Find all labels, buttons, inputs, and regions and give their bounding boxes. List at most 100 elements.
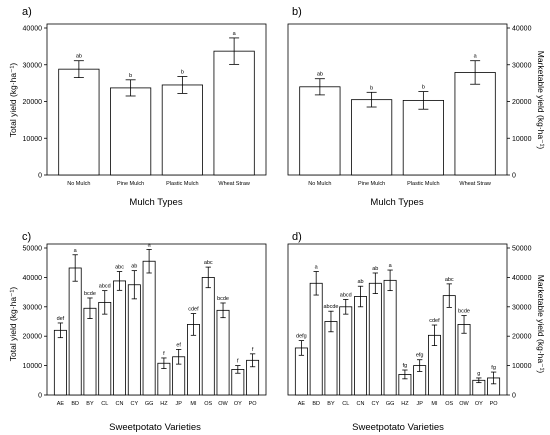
x-tick-label: PO: [490, 401, 499, 407]
significance-letter: ab: [317, 72, 323, 78]
y-tick-label: 0: [512, 393, 516, 400]
significance-letter: abcd: [99, 284, 111, 290]
significance-letter: b: [181, 70, 184, 76]
significance-letter: fg: [403, 363, 408, 369]
x-tick-label: BY: [327, 401, 335, 407]
y-tick-label: 40000: [512, 26, 532, 33]
x-tick-label: OS: [204, 401, 212, 407]
bar: [142, 260, 156, 396]
x-tick-label: Pine Mulch: [358, 181, 385, 187]
significance-letter: fg: [491, 365, 496, 371]
significance-letter: ab: [131, 264, 137, 270]
significance-letter: bcde: [84, 291, 96, 297]
significance-letter: b: [129, 73, 132, 79]
bar: [161, 84, 203, 176]
bar: [402, 99, 444, 176]
significance-letter: a: [233, 31, 237, 37]
panel-b-ylabel: Marketable yield (kg·ha⁻¹): [536, 51, 546, 150]
x-tick-label: MI: [190, 401, 197, 407]
significance-letter: cdef: [429, 318, 440, 324]
panel-a: a) Total yield (kg·ha⁻¹) Mulch Types 0 10…: [8, 6, 267, 208]
bar: [368, 282, 382, 396]
significance-letter: f: [252, 347, 254, 353]
x-tick-label: JP: [175, 401, 182, 407]
x-tick-label: PO: [249, 401, 258, 407]
significance-letter: cdef: [188, 307, 199, 313]
significance-letter: b: [370, 85, 373, 91]
bar: [457, 324, 471, 396]
y-tick-label: 30000: [23, 62, 43, 69]
y-tick-label: 20000: [512, 99, 532, 106]
panel-b-letter: b): [292, 6, 302, 18]
x-tick-label: MI: [431, 401, 438, 407]
x-tick-label: Plastic Mulch: [407, 181, 439, 187]
significance-letter: ab: [357, 279, 363, 285]
x-tick-label: BD: [71, 401, 79, 407]
bar: [299, 86, 341, 176]
significance-letter: f: [237, 359, 239, 365]
y-tick-label: 10000: [23, 363, 43, 370]
y-tick-label: 20000: [23, 99, 43, 106]
y-tick-label: 50000: [512, 246, 532, 253]
panel-a-letter: a): [22, 6, 32, 18]
significance-letter: ef: [176, 342, 181, 348]
panel-c-xlabel: Sweetpotato Varieties: [109, 422, 201, 433]
significance-letter: ab: [372, 266, 378, 272]
panel-b: b) Marketable yield (kg·ha⁻¹) Mulch Type…: [287, 6, 546, 208]
x-tick-label: OW: [459, 401, 469, 407]
x-tick-label: OY: [234, 401, 242, 407]
panel-c-ylabel: Total yield (kg·ha⁻¹): [8, 287, 18, 362]
significance-letter: abc: [445, 277, 454, 283]
plot-frame: [287, 23, 508, 176]
x-tick-label: JP: [416, 401, 423, 407]
bar: [201, 276, 215, 396]
bar: [58, 68, 100, 176]
bar: [98, 301, 112, 396]
x-tick-label: CN: [357, 401, 365, 407]
y-tick-label: 10000: [512, 363, 532, 370]
significance-letter: a: [148, 242, 152, 248]
bar: [454, 72, 496, 176]
x-tick-label: HZ: [160, 401, 168, 407]
x-tick-label: Wheat Straw: [218, 181, 250, 187]
x-tick-label: GG: [145, 401, 154, 407]
y-tick-label: 30000: [512, 304, 532, 311]
significance-letter: a: [389, 263, 393, 269]
significance-letter: defg: [296, 334, 307, 340]
bar: [354, 296, 367, 396]
panel-d: d) Marketable yield (kg·ha⁻¹) Sweetpotat…: [287, 231, 546, 433]
bar: [113, 280, 126, 396]
plot-frame: [46, 23, 267, 176]
bar: [213, 50, 255, 176]
y-tick-label: 20000: [23, 334, 43, 341]
y-tick-label: 0: [38, 393, 42, 400]
x-tick-label: HZ: [401, 401, 409, 407]
x-tick-label: Wheat Straw: [459, 181, 491, 187]
plot-frame: [46, 243, 267, 396]
bar: [351, 99, 393, 176]
significance-letter: a: [74, 248, 78, 254]
y-tick-label: 0: [512, 173, 516, 180]
y-tick-label: 50000: [23, 246, 43, 253]
x-tick-label: BY: [86, 401, 94, 407]
y-tick-label: 10000: [23, 136, 43, 143]
significance-letter: a: [474, 54, 478, 60]
y-tick-label: 0: [38, 173, 42, 180]
panel-a-ylabel: Total yield (kg·ha⁻¹): [8, 63, 18, 138]
x-tick-label: OW: [218, 401, 228, 407]
bar: [83, 307, 97, 396]
panel-c-letter: c): [22, 231, 31, 243]
x-tick-label: CY: [372, 401, 380, 407]
y-tick-label: 30000: [23, 304, 43, 311]
bar: [442, 295, 456, 396]
panel-c-plot: 0 10000 20000 30000 40000 50000 def AE a BD bcde BY…: [23, 242, 267, 407]
x-tick-label: CN: [116, 401, 124, 407]
x-tick-label: Pine Mulch: [117, 181, 144, 187]
significance-letter: f: [163, 351, 165, 357]
x-tick-label: Plastic Mulch: [166, 181, 198, 187]
panel-b-xlabel: Mulch Types: [370, 197, 423, 208]
significance-letter: ab: [76, 54, 82, 60]
